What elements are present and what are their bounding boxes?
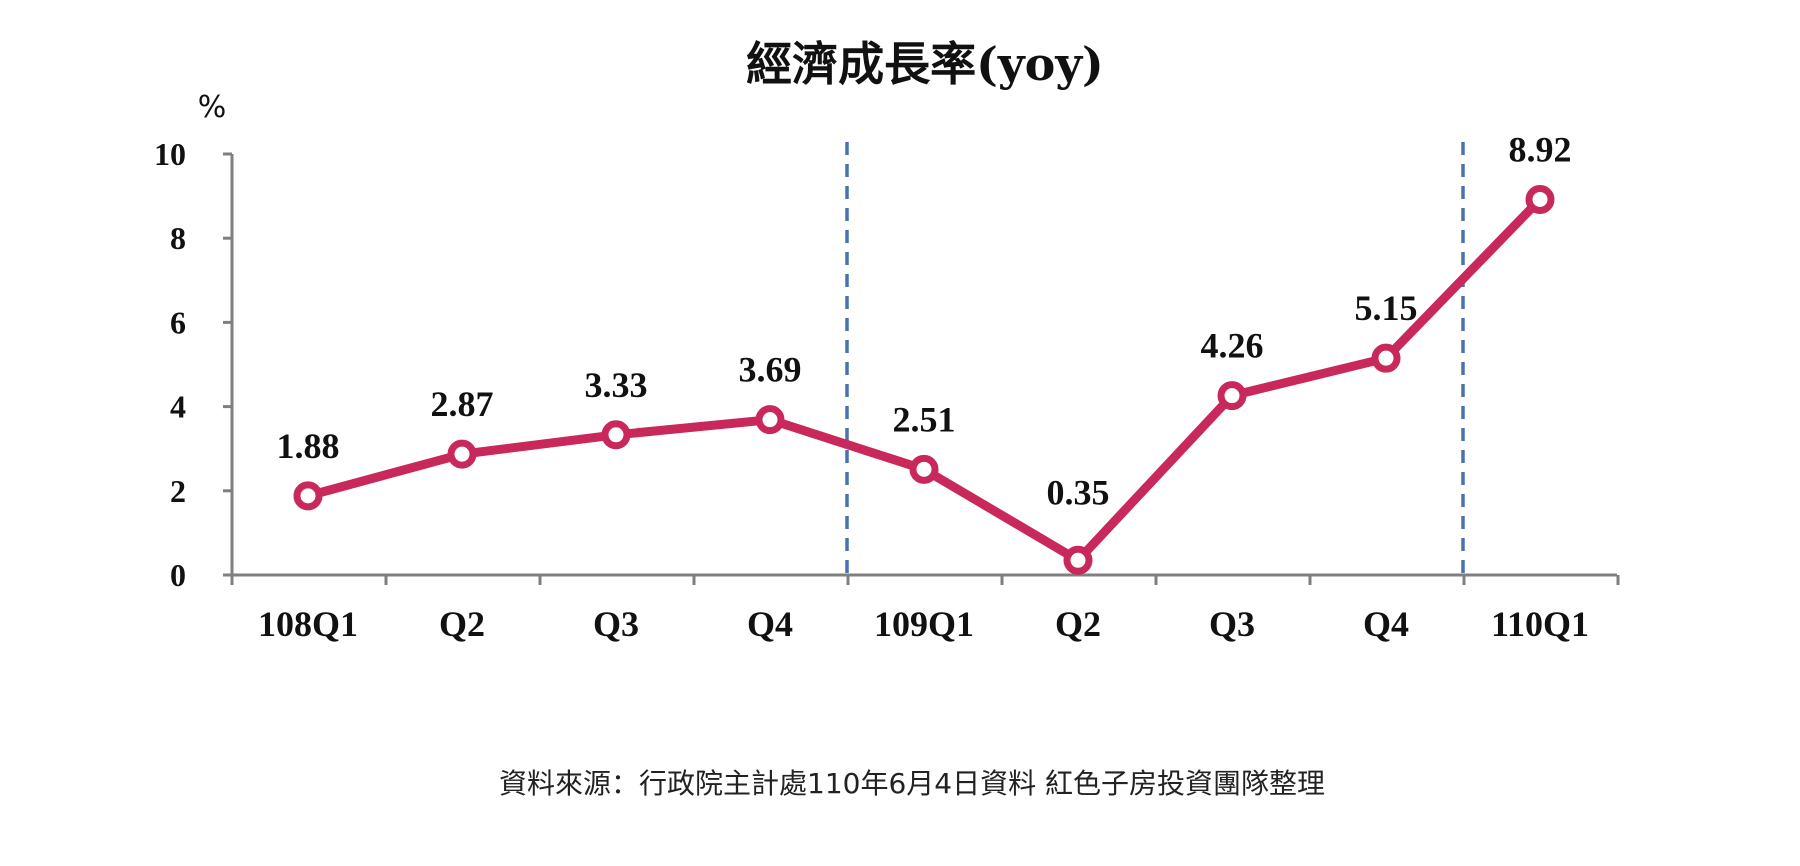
x-tick-label: Q3 (1209, 604, 1255, 644)
data-label: 1.88 (277, 426, 340, 466)
data-label: 3.33 (585, 365, 648, 405)
data-label: 5.15 (1355, 288, 1418, 328)
x-tick-label: 109Q1 (874, 604, 974, 644)
y-tick-label: 10 (154, 136, 186, 172)
x-tick-label: Q4 (747, 604, 793, 644)
chart-title: 經濟成長率(yoy) (746, 37, 1104, 91)
data-point (1525, 184, 1555, 214)
data-point (1063, 545, 1093, 575)
axes (223, 152, 1620, 585)
data-labels: 1.88 2.87 3.33 3.69 2.51 0.35 4.26 5.15 8.92 (277, 129, 1572, 512)
data-point (755, 405, 785, 435)
series-line (303, 194, 1545, 565)
x-tick-labels: 108Q1 Q2 Q3 Q4 109Q1 Q2 Q3 Q4 110Q1 (258, 604, 1589, 644)
x-tick-label: Q2 (1055, 604, 1101, 644)
data-label: 0.35 (1047, 472, 1110, 512)
y-tick-label: 8 (170, 220, 186, 256)
data-point (293, 481, 323, 511)
y-tick-label: 0 (170, 557, 186, 593)
x-tick-label: Q2 (439, 604, 485, 644)
data-label: 8.92 (1509, 129, 1572, 169)
data-point (1371, 343, 1401, 373)
y-axis-unit: % (198, 90, 227, 125)
data-point (447, 439, 477, 469)
x-tick-label: Q4 (1363, 604, 1409, 644)
data-label: 3.69 (739, 350, 802, 390)
data-label: 4.26 (1201, 326, 1264, 366)
x-tick-label: Q3 (593, 604, 639, 644)
data-label: 2.51 (893, 399, 956, 439)
y-tick-label: 4 (170, 389, 186, 425)
x-tick-label: 108Q1 (258, 604, 358, 644)
data-point (1217, 381, 1247, 411)
y-tick-labels: 0 2 4 6 8 10 (154, 136, 186, 593)
x-tick-label: 110Q1 (1491, 604, 1589, 644)
data-label: 2.87 (431, 384, 494, 424)
data-markers (293, 184, 1555, 575)
data-point (601, 420, 631, 450)
period-dividers (845, 142, 1465, 575)
y-tick-label: 6 (170, 304, 186, 340)
source-note: 資料來源：行政院主計處110年6月4日資料 紅色子房投資團隊整理 (499, 767, 1325, 800)
y-tick-label: 2 (170, 473, 186, 509)
data-point (909, 454, 939, 484)
